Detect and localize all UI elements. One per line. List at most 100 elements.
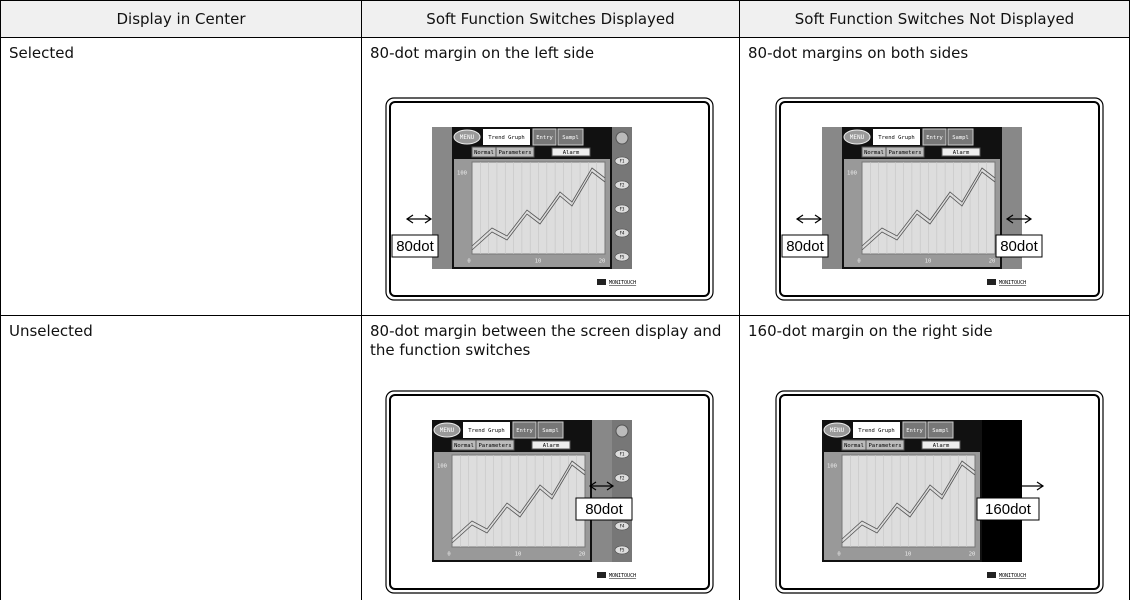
trend-line xyxy=(841,464,976,544)
screen-text: F2 xyxy=(620,476,625,481)
alarm xyxy=(551,147,591,157)
screen-text: 10 xyxy=(925,259,932,265)
dimension-label: 160dot xyxy=(985,501,1032,518)
screen-text: Sampl xyxy=(562,135,579,141)
screen-text: Normal xyxy=(474,150,494,156)
figure: MENU Trend Gruph Entry Sampl Normal Parameter… xyxy=(775,97,1104,301)
trend-line xyxy=(841,460,976,540)
screen-text: 100 xyxy=(847,171,857,177)
arrow-head xyxy=(588,481,615,491)
cell-text: 80-dot margins on both sides xyxy=(748,44,969,62)
cell-text: 80-dot margin on the left side xyxy=(370,44,595,62)
margin xyxy=(982,420,1022,562)
cell: 80-dot margin on the left side xyxy=(362,38,740,316)
subtab xyxy=(475,439,515,451)
function-switch xyxy=(614,204,630,214)
status-lamp xyxy=(615,424,629,438)
screen-text: Entry xyxy=(536,135,553,141)
subtab xyxy=(865,439,905,451)
tab xyxy=(947,128,974,146)
tab xyxy=(532,128,557,146)
screen-text: Parameters xyxy=(478,443,511,449)
header-cell: Soft Function Switches Displayed xyxy=(362,0,740,38)
screen-text: Normal xyxy=(844,443,864,449)
menu-button xyxy=(453,129,481,145)
screen-text: Alarm xyxy=(933,443,950,449)
screen-text: 100 xyxy=(457,171,467,177)
brand: MONITOUCH xyxy=(999,280,1026,286)
dimension-label-box xyxy=(391,234,439,258)
arrow-head xyxy=(795,214,823,224)
screen-text: F1 xyxy=(620,159,625,164)
tab xyxy=(922,128,947,146)
screen-text: F3 xyxy=(620,207,625,212)
screen-text: 20 xyxy=(969,552,976,558)
screen-text: 10 xyxy=(515,552,522,558)
arrow-head xyxy=(405,214,433,224)
dimension-label: 80dot xyxy=(786,238,824,255)
dimension-label-box xyxy=(781,234,829,258)
screen-text: Alarm xyxy=(543,443,560,449)
screen-text: 0 xyxy=(467,259,470,265)
screen-text: Sampl xyxy=(952,135,969,141)
function-switch xyxy=(614,180,630,190)
screen-text: Entry xyxy=(516,428,533,434)
screen-text: MENU xyxy=(460,134,475,141)
function-switch xyxy=(614,521,630,531)
margin xyxy=(1002,127,1022,269)
screen-text: Normal xyxy=(454,443,474,449)
margin xyxy=(592,420,612,562)
screen-text: Entry xyxy=(926,135,943,141)
tab xyxy=(902,421,927,439)
tab xyxy=(512,421,537,439)
dimension-label: 80dot xyxy=(585,501,623,518)
dimension-label-box xyxy=(575,497,633,521)
screen-text: MENU xyxy=(830,427,845,434)
dimension-label: 80dot xyxy=(396,238,434,255)
screen-text: 0 xyxy=(857,259,860,265)
trend-line xyxy=(471,167,606,247)
tab xyxy=(557,128,584,146)
brand: MONITOUCH xyxy=(609,280,636,286)
figure: MENU Trend Gruph Entry Sampl Normal Parameter… xyxy=(775,390,1104,594)
screen-text: Alarm xyxy=(953,150,970,156)
dimension-label: 80dot xyxy=(1000,238,1038,255)
screen-text: 20 xyxy=(599,259,606,265)
screen-text: Parameters xyxy=(868,443,901,449)
trend-line xyxy=(861,171,996,251)
brand-icon xyxy=(987,279,996,285)
switch-panel xyxy=(612,127,632,269)
figure: MENU Trend Gruph Entry Sampl Normal Parameter… xyxy=(385,390,714,594)
alarm xyxy=(921,440,961,450)
function-switch xyxy=(614,473,630,483)
screen-text: Trend Gruph xyxy=(858,428,894,434)
status-lamp xyxy=(615,131,629,145)
cell-text: Unselected xyxy=(9,322,93,340)
screen-text: 100 xyxy=(437,464,447,470)
trend-line xyxy=(451,464,586,544)
cell: 80-dot margin between the screen display… xyxy=(362,316,740,600)
switch-panel xyxy=(612,420,632,562)
screen-text: F4 xyxy=(620,231,625,236)
title-tab xyxy=(463,422,510,438)
screen-text: 0 xyxy=(837,552,840,558)
function-switch xyxy=(614,228,630,238)
screen-text: F1 xyxy=(620,452,625,457)
alarm xyxy=(531,440,571,450)
subtab xyxy=(495,146,535,158)
screen-text: Entry xyxy=(906,428,923,434)
screen-text: Parameters xyxy=(498,150,531,156)
screen-text: Trend Gruph xyxy=(468,428,504,434)
screen-text: MENU xyxy=(850,134,865,141)
cell-text: 160-dot margin on the right side xyxy=(748,322,993,340)
cell: Unselected xyxy=(0,316,362,600)
menu-button xyxy=(843,129,871,145)
screen-text: 20 xyxy=(579,552,586,558)
arrow-head xyxy=(1005,214,1033,224)
screen-text: Parameters xyxy=(888,150,921,156)
function-switch xyxy=(614,252,630,262)
header-cell: Soft Function Switches Not Displayed xyxy=(740,0,1130,38)
title-tab xyxy=(483,129,530,145)
dimension-label-box xyxy=(976,497,1040,521)
